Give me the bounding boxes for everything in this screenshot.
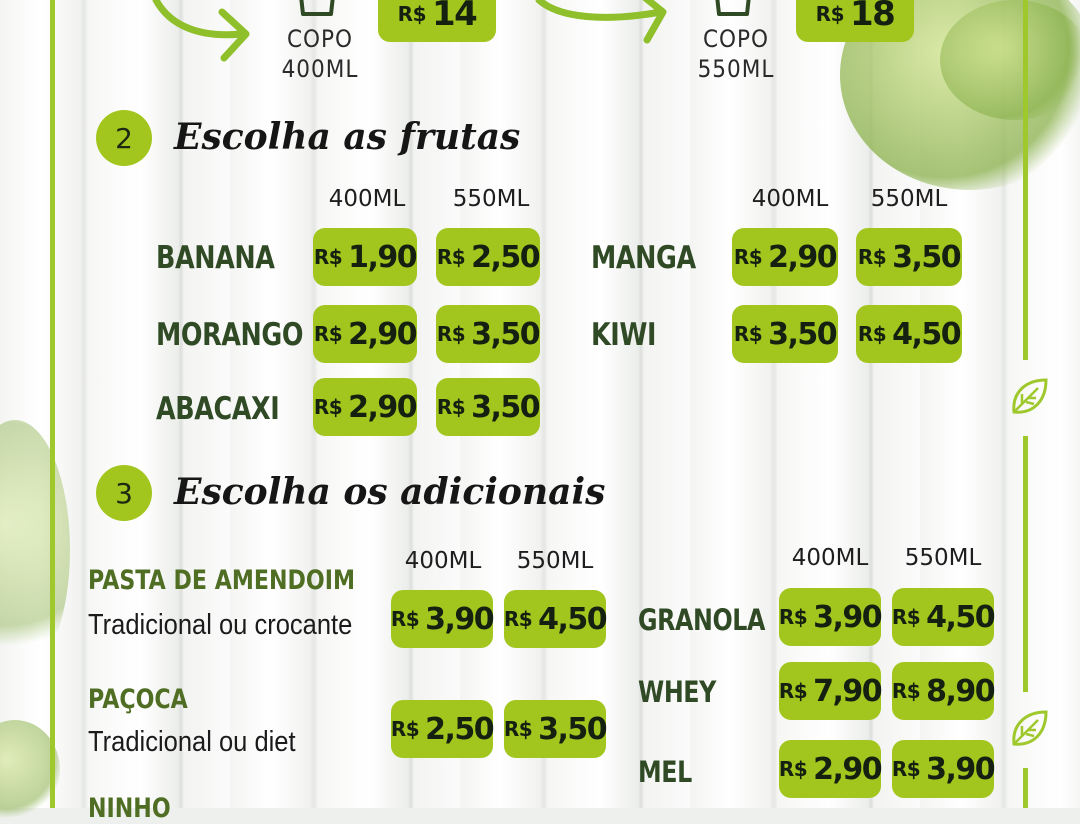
- cup-550-label: COPO 550ML: [697, 25, 775, 83]
- leaf-icon: [1012, 378, 1048, 414]
- fruits-left-col-400: 400ML: [328, 186, 406, 212]
- extra-name: GRANOLA: [638, 603, 766, 637]
- fruit-name: MANGA: [591, 240, 696, 276]
- step-3-number: 3: [96, 465, 152, 521]
- extra-price-550: R$ 3,90: [892, 740, 996, 798]
- fruit-price-400: R$ 2,90: [313, 378, 418, 436]
- extra-price-550: R$ 4,50: [504, 590, 608, 648]
- step-3-title: Escolha os adicionais: [174, 471, 606, 513]
- fruits-right-col-400: 400ML: [751, 186, 829, 212]
- fruit-price-400: R$ 2,90: [313, 305, 418, 363]
- frame-left-border: [50, 0, 55, 808]
- fruit-price-550: R$ 4,50: [856, 305, 962, 363]
- fruit-price-550: R$ 3,50: [856, 228, 962, 286]
- extra-name: PAÇOCA: [88, 684, 188, 715]
- extra-price-400: R$ 2,50: [391, 700, 495, 758]
- extra-name: WHEY: [638, 675, 716, 709]
- fruits-right-col-550: 550ML: [870, 186, 948, 212]
- extras-right-col-400: 400ML: [791, 545, 869, 571]
- extra-description: Tradicional ou crocante: [88, 609, 353, 641]
- fruit-name: BANANA: [156, 240, 275, 276]
- cup-400-price: R$ 14: [378, 0, 496, 42]
- extras-left-col-550: 550ML: [516, 548, 594, 574]
- fruit-price-550: R$ 2,50: [436, 228, 541, 286]
- fruit-price-400: R$ 1,90: [313, 228, 418, 286]
- extra-price-400: R$ 3,90: [391, 590, 495, 648]
- extras-right-col-550: 550ML: [904, 545, 982, 571]
- fruit-price-400: R$ 3,50: [732, 305, 838, 363]
- fruit-price-550: R$ 3,50: [436, 378, 541, 436]
- extra-name: MEL: [638, 755, 692, 789]
- fruit-name: KIWI: [591, 317, 657, 353]
- fruits-left-col-550: 550ML: [452, 186, 530, 212]
- leaf-icon: [1012, 710, 1048, 746]
- fruit-name: ABACAXI: [156, 391, 280, 427]
- extra-description: Tradicional ou diet: [88, 726, 296, 758]
- fruit-price-400: R$ 2,90: [732, 228, 838, 286]
- frame-right-border-bottom: [1023, 768, 1028, 808]
- cup-550-price: R$ 18: [796, 0, 914, 42]
- cup-icon: [299, 0, 335, 16]
- extras-left-col-400: 400ML: [404, 548, 482, 574]
- frame-right-border-mid: [1023, 436, 1028, 692]
- step-2-title: Escolha as frutas: [174, 116, 521, 158]
- extra-price-400: R$ 3,90: [779, 588, 883, 646]
- arrow-icon: [535, 0, 667, 44]
- extra-price-550: R$ 4,50: [892, 588, 996, 646]
- extra-name: NINHO: [88, 793, 171, 824]
- frame-right-border-top: [1023, 0, 1028, 360]
- cup-400-label: COPO 400ML: [281, 25, 359, 83]
- step-2-number: 2: [96, 110, 152, 166]
- arrow-icon: [152, 0, 250, 62]
- fruit-name: MORANGO: [156, 317, 304, 353]
- extra-price-550: R$ 8,90: [892, 662, 996, 720]
- fruit-price-550: R$ 3,50: [436, 305, 541, 363]
- extra-price-550: R$ 3,50: [504, 700, 608, 758]
- cup-icon: [715, 0, 751, 16]
- extra-price-400: R$ 7,90: [779, 662, 883, 720]
- extra-name: PASTA DE AMENDOIM: [88, 565, 355, 596]
- lettuce-decoration-top-right-2: [940, 0, 1080, 120]
- extra-price-400: R$ 2,90: [779, 740, 883, 798]
